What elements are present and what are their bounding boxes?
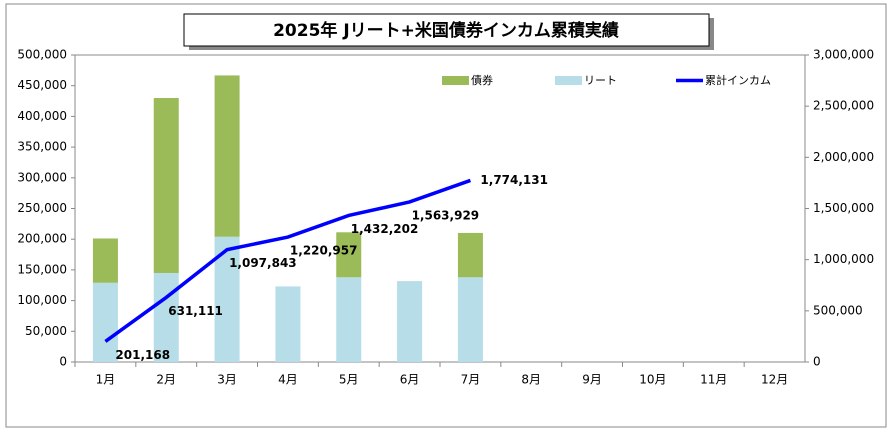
bar: [336, 277, 362, 362]
y2-tick-label: 1,000,000: [813, 252, 874, 266]
bar: [153, 98, 179, 273]
x-tick-label: 12月: [761, 373, 788, 387]
bar: [92, 282, 118, 362]
x-tick-label: 4月: [278, 373, 298, 387]
legend-label: リート: [584, 74, 617, 87]
bar: [153, 272, 179, 362]
y-tick-label: 200,000: [17, 232, 67, 246]
data-label: 1,563,929: [412, 208, 480, 222]
y2-tick-label: 3,000,000: [813, 48, 874, 62]
y2-tick-label: 1,500,000: [813, 201, 874, 215]
y-tick-label: 250,000: [17, 201, 67, 215]
legend-label: 債券: [471, 73, 493, 87]
x-tick-label: 3月: [217, 373, 237, 387]
data-label: 631,111: [168, 304, 223, 318]
line: [104, 178, 472, 343]
y-tick-label: 450,000: [17, 78, 67, 92]
chart-title: 2025年 Jリート+米国債券インカム累積実績: [273, 20, 619, 41]
y2-tick-label: 2,000,000: [813, 150, 874, 164]
title-box: [183, 13, 710, 47]
bar: [214, 75, 240, 237]
y-tick-label: 500,000: [17, 48, 67, 62]
data-label: 201,168: [115, 348, 170, 362]
y-tick-label: 350,000: [17, 140, 67, 154]
y2-tick-label: 0: [813, 355, 821, 369]
data-label: 1,432,202: [351, 222, 419, 236]
y2-tick-label: 2,500,000: [813, 99, 874, 113]
data-label: 1,097,843: [229, 256, 297, 270]
y-tick-label: 400,000: [17, 109, 67, 123]
x-tick-label: 5月: [339, 373, 359, 387]
x-tick-label: 2月: [156, 373, 176, 387]
bar: [457, 232, 483, 278]
legend-swatch: [555, 76, 582, 85]
x-tick-label: 7月: [461, 373, 481, 387]
y-tick-label: 150,000: [17, 262, 67, 276]
y-tick-label: 300,000: [17, 170, 67, 184]
x-tick-label: 9月: [582, 373, 602, 387]
data-label: 1,220,957: [290, 244, 358, 258]
x-tick-label: 8月: [521, 373, 541, 387]
y-tick-label: 50,000: [25, 324, 67, 338]
legend-swatch: [442, 76, 469, 85]
legend-label: 累計インカム: [705, 73, 771, 87]
y-tick-label: 100,000: [17, 293, 67, 307]
data-label: 1,774,131: [480, 173, 548, 187]
chart-border: [5, 3, 887, 428]
y-tick-label: 0: [59, 355, 67, 369]
x-tick-label: 6月: [400, 373, 420, 387]
bar: [92, 238, 118, 283]
bar: [336, 232, 362, 278]
x-tick-label: 11月: [700, 373, 727, 387]
bar: [275, 286, 301, 362]
bar: [397, 281, 423, 362]
y2-tick-label: 500,000: [813, 303, 863, 317]
x-tick-label: 1月: [96, 373, 116, 387]
bar: [457, 277, 483, 362]
x-tick-label: 10月: [639, 373, 666, 387]
